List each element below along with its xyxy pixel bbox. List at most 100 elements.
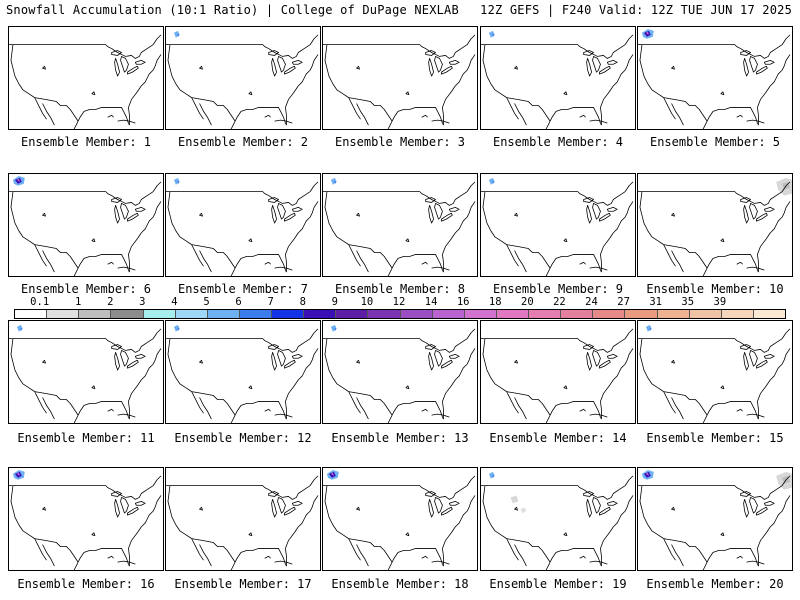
ensemble-member-label: Ensemble Member: 16 xyxy=(17,577,155,591)
snowfall-area xyxy=(16,178,20,182)
scale-tick-label: 39 xyxy=(713,296,727,308)
snowfall-area xyxy=(491,180,494,184)
snowfall-color-scale: 0.1 1 2 3 4 5 6 7 8 9 10 12 14 16 18 20 22 24 27 31 35 39 xyxy=(14,296,786,320)
snowfall-area xyxy=(330,324,337,332)
us-outline-map xyxy=(481,177,634,276)
us-outline-map xyxy=(323,34,476,129)
us-outline-map xyxy=(323,324,476,423)
us-outline-map xyxy=(638,28,791,129)
snowfall-area xyxy=(520,507,527,514)
scale-color-segment xyxy=(15,310,48,318)
scale-color-segment xyxy=(753,310,785,318)
ensemble-map-panel xyxy=(8,173,164,277)
scale-color-segment xyxy=(207,310,240,318)
snowfall-area xyxy=(643,30,651,37)
ensemble-map-panel xyxy=(480,173,636,277)
snowfall-area xyxy=(333,180,336,184)
scale-tick-label: 9 xyxy=(331,296,338,308)
scale-tick-label: 12 xyxy=(392,296,406,308)
ensemble-member-label: Ensemble Member: 1 xyxy=(20,135,152,149)
scale-tick-label: 1 xyxy=(74,296,82,308)
scale-color-segment xyxy=(496,310,529,318)
scale-tick-label: 27 xyxy=(617,296,630,308)
ensemble-member-label: Ensemble Member: 17 xyxy=(174,577,312,591)
scale-color-segment xyxy=(239,310,272,318)
snowfall-area xyxy=(14,177,22,184)
ensemble-map-panel xyxy=(165,467,321,571)
scale-tick-label: 4 xyxy=(171,296,178,308)
snowfall-area xyxy=(19,327,22,331)
scale-color-segment xyxy=(79,310,112,318)
ensemble-map-panel xyxy=(322,26,478,130)
snowfall-area xyxy=(176,327,179,331)
snowfall-area xyxy=(510,495,519,504)
ensemble-map-panel xyxy=(165,26,321,130)
scale-tick-label: 8 xyxy=(299,296,306,308)
scale-tick-label: 31 xyxy=(649,296,662,308)
scale-color-segment xyxy=(721,310,754,318)
ensemble-map-panel xyxy=(322,173,478,277)
ensemble-map-panel xyxy=(637,173,793,277)
ensemble-map-panel xyxy=(637,26,793,130)
us-outline-map xyxy=(9,324,162,423)
us-outline-map xyxy=(9,469,162,570)
snowfall-area xyxy=(488,30,495,38)
ensemble-member-label: Ensemble Member: 18 xyxy=(331,577,469,591)
ensemble-member-label: Ensemble Member: 2 xyxy=(177,135,309,149)
scale-tick-label: 16 xyxy=(456,296,470,308)
scale-color-segment xyxy=(304,310,337,318)
valid-time: 12Z GEFS | F240 Valid: 12Z TUE JUN 17 20… xyxy=(480,3,792,17)
scale-color-segment xyxy=(689,310,722,318)
scale-tick-label: 22 xyxy=(553,296,566,308)
scale-tick-label: 5 xyxy=(203,296,210,308)
snowfall-area xyxy=(176,180,179,184)
ensemble-map-panel xyxy=(8,320,164,424)
scale-color-segment xyxy=(400,310,433,318)
ensemble-map-panel xyxy=(637,467,793,571)
ensemble-member-label: Ensemble Member: 12 xyxy=(174,431,312,445)
us-outline-map xyxy=(481,471,634,570)
us-outline-map xyxy=(9,175,162,276)
ensemble-member-label: Ensemble Member: 15 xyxy=(646,431,784,445)
scale-tick-label: 2 xyxy=(107,296,114,308)
scale-color-bar xyxy=(14,309,786,319)
scale-color-segment xyxy=(47,310,80,318)
ensemble-map-panel xyxy=(480,26,636,130)
scale-tick-label: 35 xyxy=(681,296,695,308)
us-outline-map xyxy=(166,324,319,423)
scale-color-segment xyxy=(529,310,562,318)
snowfall-area xyxy=(173,177,180,185)
us-outline-map xyxy=(166,177,319,276)
ensemble-map-panel xyxy=(480,467,636,571)
us-outline-map xyxy=(9,34,162,129)
ensemble-member-label: Ensemble Member: 10 xyxy=(646,282,784,296)
us-outline-map xyxy=(323,469,476,570)
ensemble-member-label: Ensemble Member: 14 xyxy=(489,431,627,445)
us-outline-map xyxy=(166,475,319,570)
us-outline-map xyxy=(638,469,792,570)
ensemble-member-label: Ensemble Member: 3 xyxy=(334,135,466,149)
scale-tick-label: 3 xyxy=(139,296,146,308)
scale-color-segment xyxy=(593,310,626,318)
ensemble-map-panel xyxy=(8,26,164,130)
scale-tick-label: 6 xyxy=(235,296,242,308)
scale-tick-label: 18 xyxy=(488,296,502,308)
us-outline-map xyxy=(481,328,634,423)
ensemble-member-label: Ensemble Member: 13 xyxy=(331,431,469,445)
ensemble-member-label: Ensemble Member: 6 xyxy=(20,282,152,296)
ensemble-map-panel xyxy=(165,320,321,424)
ensemble-member-label: Ensemble Member: 8 xyxy=(334,282,466,296)
ensemble-member-label: Ensemble Member: 20 xyxy=(646,577,784,591)
ensemble-map-panel xyxy=(322,320,478,424)
scale-tick-label: 24 xyxy=(585,296,598,308)
scale-tick-label: 14 xyxy=(424,296,438,308)
ensemble-member-label: Ensemble Member: 11 xyxy=(17,431,155,445)
scale-color-segment xyxy=(657,310,690,318)
us-outline-map xyxy=(323,177,476,276)
snowfall-area xyxy=(16,472,20,476)
snowfall-area xyxy=(330,472,334,476)
snowfall-area xyxy=(16,324,23,332)
ensemble-map-panel xyxy=(322,467,478,571)
snowfall-area xyxy=(173,30,180,38)
snowfall-area xyxy=(488,177,495,185)
